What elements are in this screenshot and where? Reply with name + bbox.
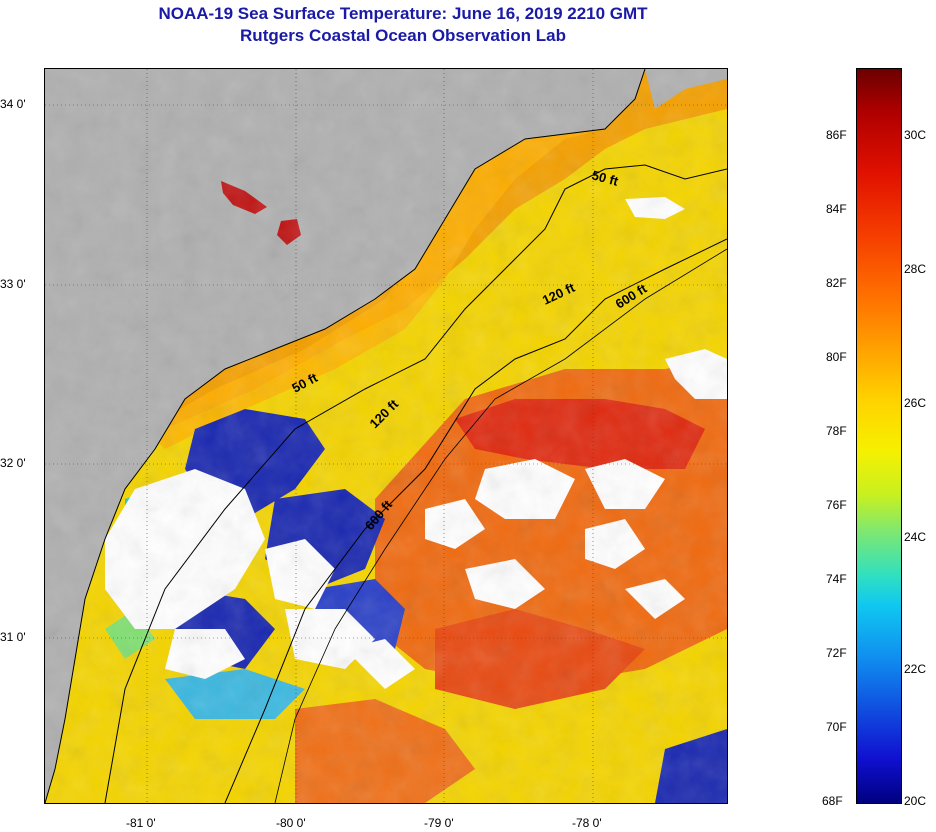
- colorbar-c-label: 28C: [904, 262, 927, 276]
- colorbar-f-label: 78F: [826, 424, 847, 438]
- lon-label: -80 0': [276, 816, 306, 830]
- colorbar-c-label: 26C: [904, 396, 927, 410]
- temperature-colorbar: [856, 68, 902, 804]
- colorbar-c-label: 22C: [904, 662, 927, 676]
- lon-label: -79 0': [424, 816, 454, 830]
- lat-label: 34 0': [0, 97, 26, 111]
- sst-map: 50 ft 120 ft 600 ft 50 ft 120 ft 600 ft: [44, 68, 728, 804]
- colorbar-c-label: 20C: [904, 794, 927, 808]
- colorbar-f-label: 80F: [826, 350, 847, 364]
- map-title: NOAA-19 Sea Surface Temperature: June 16…: [158, 4, 648, 23]
- contour-label: 50 ft: [590, 167, 620, 189]
- colorbar-c-label: 30C: [904, 128, 927, 142]
- colorbar-f-label: 74F: [826, 572, 847, 586]
- lat-label: 32 0': [0, 456, 26, 470]
- colorbar-f-label: 72F: [826, 646, 847, 660]
- colorbar-c-label: 24C: [904, 530, 927, 544]
- colorbar-f-label: 70F: [826, 720, 847, 734]
- lon-label: -78 0': [572, 816, 602, 830]
- colorbar-f-label: 86F: [826, 128, 847, 142]
- lat-label: 31 0': [0, 630, 26, 644]
- map-subtitle: Rutgers Coastal Ocean Observation Lab: [240, 26, 566, 45]
- colorbar-f-label: 84F: [826, 202, 847, 216]
- lon-label: -81 0': [126, 816, 156, 830]
- colorbar-f-label: 68F: [822, 794, 843, 808]
- lat-label: 33 0': [0, 277, 26, 291]
- colorbar-f-label: 82F: [826, 276, 847, 290]
- sst-field: 50 ft 120 ft 600 ft 50 ft 120 ft 600 ft: [45, 69, 727, 803]
- colorbar-f-label: 76F: [826, 498, 847, 512]
